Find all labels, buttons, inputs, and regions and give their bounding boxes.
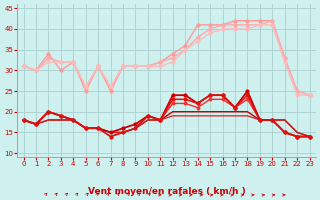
X-axis label: Vent moyen/en rafales ( km/h ): Vent moyen/en rafales ( km/h ) — [88, 187, 245, 196]
